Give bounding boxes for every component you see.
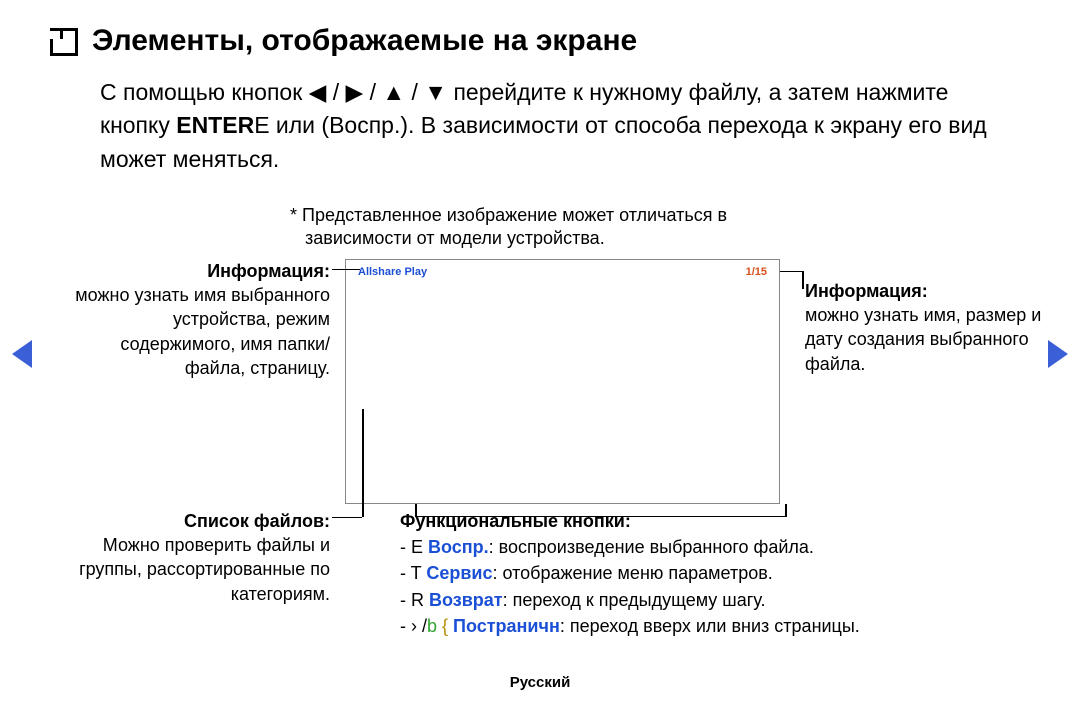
func-tools-post: : отображение меню параметров. (493, 563, 773, 583)
document-icon (50, 28, 78, 56)
footer-language: Русский (0, 674, 1080, 691)
callout-file-list: Список файлов: Можно проверить файлы и г… (70, 509, 330, 606)
callout-info-left-heading: Информация: (207, 261, 330, 281)
callout-file-list-body: Можно проверить файлы и группы, рассорти… (79, 535, 330, 604)
app-name-label: Allshare Play (358, 266, 427, 278)
callout-info-right: Информация: можно узнать имя, размер и д… (805, 279, 1055, 376)
callout-info-left: Информация: можно узнать имя выбранного … (70, 259, 330, 380)
callout-function-keys: Функциональные кнопки: - E Воспр.: воспр… (400, 509, 1040, 638)
func-row-return: - R Возврат: переход к предыдущему шагу. (400, 588, 1040, 612)
callout-info-right-body: можно узнать имя, размер и дату создания… (805, 305, 1041, 374)
page-title: Элементы, отображаемые на экране (92, 24, 637, 58)
func-return-pre: - R (400, 590, 429, 610)
func-page-pre: - › / (400, 616, 427, 636)
leadline-info-right-v (802, 271, 804, 289)
callout-file-list-heading: Список файлов: (184, 511, 330, 531)
intro-text: С помощью кнопок ◀ / ▶ / ▲ / ▼ перейдите… (100, 76, 1020, 176)
leadline-file-list-h (332, 517, 362, 519)
func-row-tools: - T Сервис: отображение меню параметров. (400, 561, 1040, 585)
func-heading: Функциональные кнопки: (400, 511, 631, 531)
func-play-pre: - E (400, 537, 428, 557)
func-row-page: - › /b { Постраничн: переход вверх или в… (400, 614, 1040, 638)
func-return-post: : переход к предыдущему шагу. (503, 590, 766, 610)
callout-info-left-body: можно узнать имя выбранного устройства, … (75, 285, 330, 378)
screen-preview: Allshare Play 1/15 (345, 259, 780, 504)
func-play-key: Воспр. (428, 537, 489, 557)
func-row-play: - E Воспр.: воспроизведение выбранного ф… (400, 535, 1040, 559)
prev-page-arrow[interactable] (12, 340, 32, 368)
func-page-key: Постраничн (453, 616, 560, 636)
func-page-b: b (427, 616, 437, 636)
func-page-post: : переход вверх или вниз страницы. (560, 616, 860, 636)
page-indicator: 1/15 (746, 266, 767, 278)
page: Элементы, отображаемые на экране С помощ… (0, 0, 1080, 705)
func-page-brace: { (437, 616, 453, 636)
screen-header: Allshare Play 1/15 (346, 260, 779, 284)
func-return-key: Возврат (429, 590, 503, 610)
disclaimer-line1: Представленное изображение может отличат… (302, 205, 727, 225)
leadline-file-list-v (362, 409, 364, 517)
leadline-info-right-h (780, 271, 802, 273)
leadline-info-left (332, 269, 360, 271)
enter-key-label: ENTER (176, 112, 254, 138)
disclaimer-star: * (290, 205, 302, 225)
disclaimer: * Представленное изображение может отлич… (290, 204, 1040, 251)
func-tools-pre: - T (400, 563, 426, 583)
func-play-post: : воспроизведение выбранного файла. (489, 537, 814, 557)
func-tools-key: Сервис (426, 563, 492, 583)
diagram-area: Allshare Play 1/15 Информация: можно узн… (40, 259, 1040, 599)
callout-info-right-heading: Информация: (805, 281, 928, 301)
title-row: Элементы, отображаемые на экране (50, 24, 1040, 58)
disclaimer-line2: зависимости от модели устройства. (305, 228, 605, 248)
